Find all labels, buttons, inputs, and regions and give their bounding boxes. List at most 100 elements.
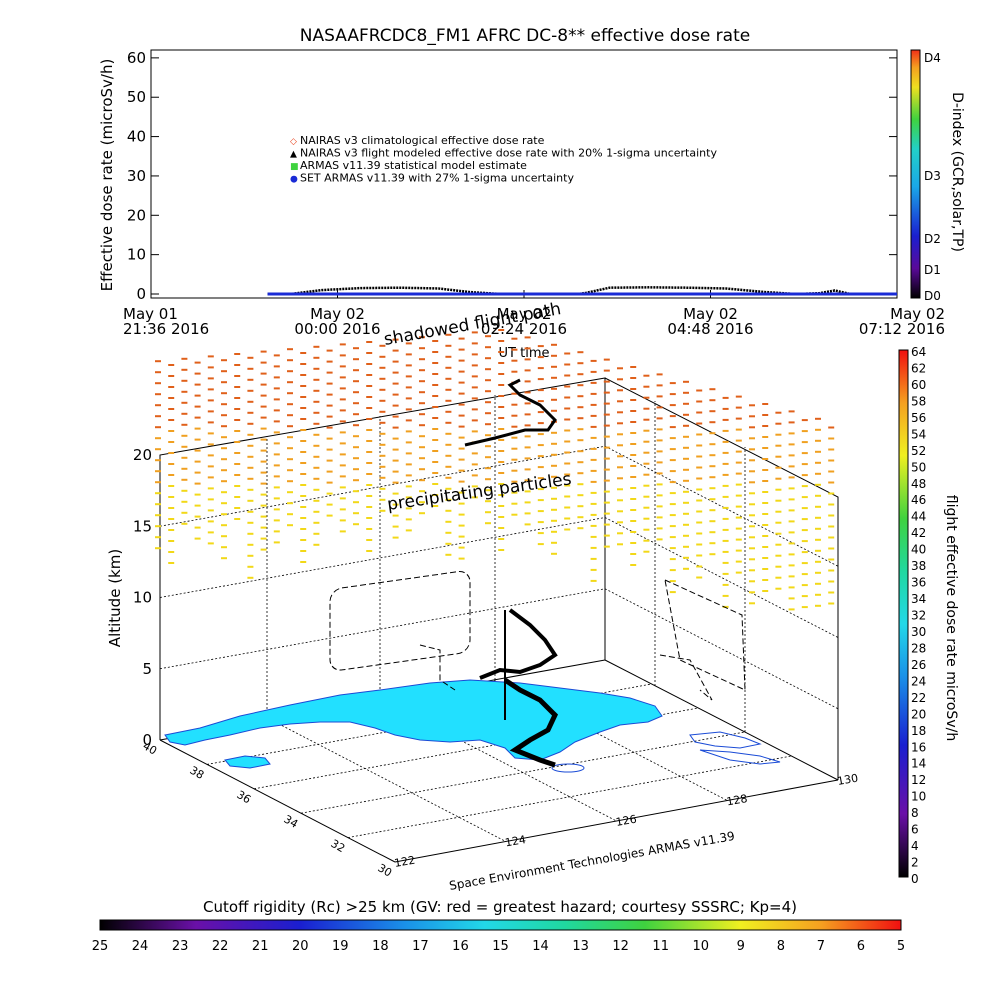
floor-grid-lat: [300, 731, 745, 814]
top-y-tick-label: 60: [127, 49, 146, 67]
dose-colorbar-tick-label: 44: [911, 510, 926, 524]
dose-colorbar-tick-label: 54: [911, 427, 926, 441]
top-x-tick-date: May 02: [310, 305, 365, 323]
top-x-tick-time: 04:48 2016: [667, 320, 753, 338]
legend: ◇ NAIRAS v3 climatological effective dose…: [290, 134, 717, 185]
rigidity-colorbar-tick-label: 17: [412, 939, 429, 954]
rigidity-colorbar-tick-label: 10: [692, 939, 709, 954]
dose-colorbar-tick-label: 16: [911, 740, 926, 754]
legend-label: NAIRAS v3 flight modeled effective dose …: [300, 147, 717, 160]
rigidity-colorbar-tick-label: 19: [332, 939, 349, 954]
dose-colorbar-tick-label: 12: [911, 773, 926, 787]
rigidity-colorbar-tick-label: 25: [92, 939, 109, 954]
flight-path-mid: [479, 608, 558, 680]
floor-grid-lat: [347, 755, 792, 838]
coast-island-4: [551, 763, 585, 773]
dose-colorbar-tick-label: 14: [911, 757, 926, 771]
latitude-tick-label: 36: [235, 788, 254, 806]
dose-colorbar-tick-label: 56: [911, 411, 926, 425]
altitude-grid-line: [159, 517, 839, 638]
longitude-tick-label: 122: [393, 854, 416, 870]
dose-colorbar-tick-label: 64: [911, 345, 926, 359]
rigidity-colorbar-tick-label: 9: [737, 939, 745, 954]
dose-colorbar-tick-label: 42: [911, 526, 926, 540]
top-x-tick-date: May 02: [890, 305, 945, 323]
dindex-label: D-index (GCR,solar,TP): [949, 92, 965, 252]
rigidity-colorbar-tick-label: 13: [572, 939, 589, 954]
latitude-tick-label: 30: [376, 861, 395, 879]
land-island-1: [224, 755, 271, 769]
dose-colorbar-tick-label: 34: [911, 592, 926, 606]
dose-colorbar-tick-label: 30: [911, 625, 926, 639]
dindex-tick-label: D1: [924, 263, 941, 277]
dindex-tick-label: D3: [924, 169, 941, 183]
latitude-axis: 30 32 34 36 38 40: [141, 739, 395, 879]
legend-symbol: ▲: [290, 150, 297, 160]
rigidity-colorbar-tick-label: 5: [897, 939, 905, 954]
top-x-axis-label: UT time: [499, 346, 550, 361]
top-y-tick-label: 20: [127, 206, 146, 224]
rigidity-colorbar: Cutoff rigidity (Rc) >25 km (GV: red = g…: [92, 898, 905, 954]
dose-colorbar-tick-label: 58: [911, 394, 926, 408]
rigidity-colorbar-tick-label: 12: [612, 939, 629, 954]
rigidity-colorbar-tick-label: 18: [372, 939, 389, 954]
top-y-tick-label: 50: [127, 88, 146, 106]
dose-colorbar: 0246810121416182022242628303234363840424…: [898, 345, 959, 886]
longitude-tick-label: 126: [615, 813, 638, 829]
dose-colorbar-tick-label: 20: [911, 707, 926, 721]
top-series: [267, 286, 897, 296]
dindex-tick-label: D4: [924, 51, 941, 65]
rigidity-colorbar-tick-label: 24: [132, 939, 149, 954]
top-y-tick-label: 10: [127, 246, 146, 264]
dose-colorbar-tick-label: 50: [911, 460, 926, 474]
rigidity-colorbar-tick-label: 23: [172, 939, 189, 954]
longitude-axis: 122 124 126 128 130: [393, 772, 859, 870]
rigidity-colorbar-bar: [99, 919, 902, 931]
dose-colorbar-tick-label: 6: [911, 823, 919, 837]
top-x-tick-date: May 01: [123, 305, 178, 323]
dose-colorbar-tick-label: 28: [911, 641, 926, 655]
altitude-tick-label: 0: [142, 731, 152, 749]
altitude-tick-label: 5: [142, 660, 152, 678]
rigidity-colorbar-tick-label: 20: [292, 939, 309, 954]
latitude-tick-label: 34: [282, 813, 301, 831]
dose-colorbar-tick-label: 22: [911, 691, 926, 705]
shadow-segment-2: [659, 654, 713, 701]
credit-text: Space Environment Technologies ARMAS v11…: [448, 829, 736, 893]
land-main: [164, 679, 663, 761]
dindex-colorbar-bar: [910, 49, 921, 299]
altitude-grid-line: [159, 588, 839, 710]
latitude-tick-label: 38: [188, 764, 207, 782]
rigidity-colorbar-tick-label: 14: [532, 939, 549, 954]
latitude-tick-label: 40: [141, 739, 160, 757]
precip-annotation: precipitating particles: [386, 469, 573, 515]
rigidity-colorbar-tick-label: 21: [252, 939, 269, 954]
top-y-tick-label: 40: [127, 128, 146, 146]
rigidity-colorbar-tick-label: 6: [857, 939, 865, 954]
dindex-tick-label: D0: [924, 289, 941, 303]
legend-symbol: ●: [290, 175, 298, 185]
legend-symbol: ◇: [290, 137, 297, 147]
floor-edge-front: [394, 779, 839, 863]
top-x-tick-date: May 02: [683, 305, 738, 323]
shadow-segment-1: [419, 644, 456, 691]
back-wall-right: [604, 377, 839, 780]
dose-colorbar-tick-label: 0: [911, 872, 919, 886]
dose-colorbar-tick-label: 48: [911, 477, 926, 491]
longitude-tick-label: 128: [726, 792, 749, 808]
top-y-tick-label: 0: [136, 285, 146, 303]
dose-colorbar-tick-label: 52: [911, 444, 926, 458]
altitude-tick-label: 20: [133, 446, 152, 464]
rigidity-colorbar-tick-label: 11: [652, 939, 669, 954]
shadow-loop-2: [664, 579, 746, 691]
legend-label: NAIRAS v3 climatological effective dose …: [300, 134, 545, 147]
dose-colorbar-tick-label: 10: [911, 790, 926, 804]
scene-3d: shadowed flight path precipitating parti…: [106, 299, 859, 893]
top-x-tick-time: 21:36 2016: [123, 320, 209, 338]
chart-title: NASAAFRCDC8_FM1 AFRC DC-8** effective do…: [300, 26, 750, 46]
dose-colorbar-tick-label: 2: [911, 856, 919, 870]
precipitating-particles: [155, 329, 835, 611]
top-y-axis: 0 10 20 30 40 50 60: [127, 49, 897, 303]
